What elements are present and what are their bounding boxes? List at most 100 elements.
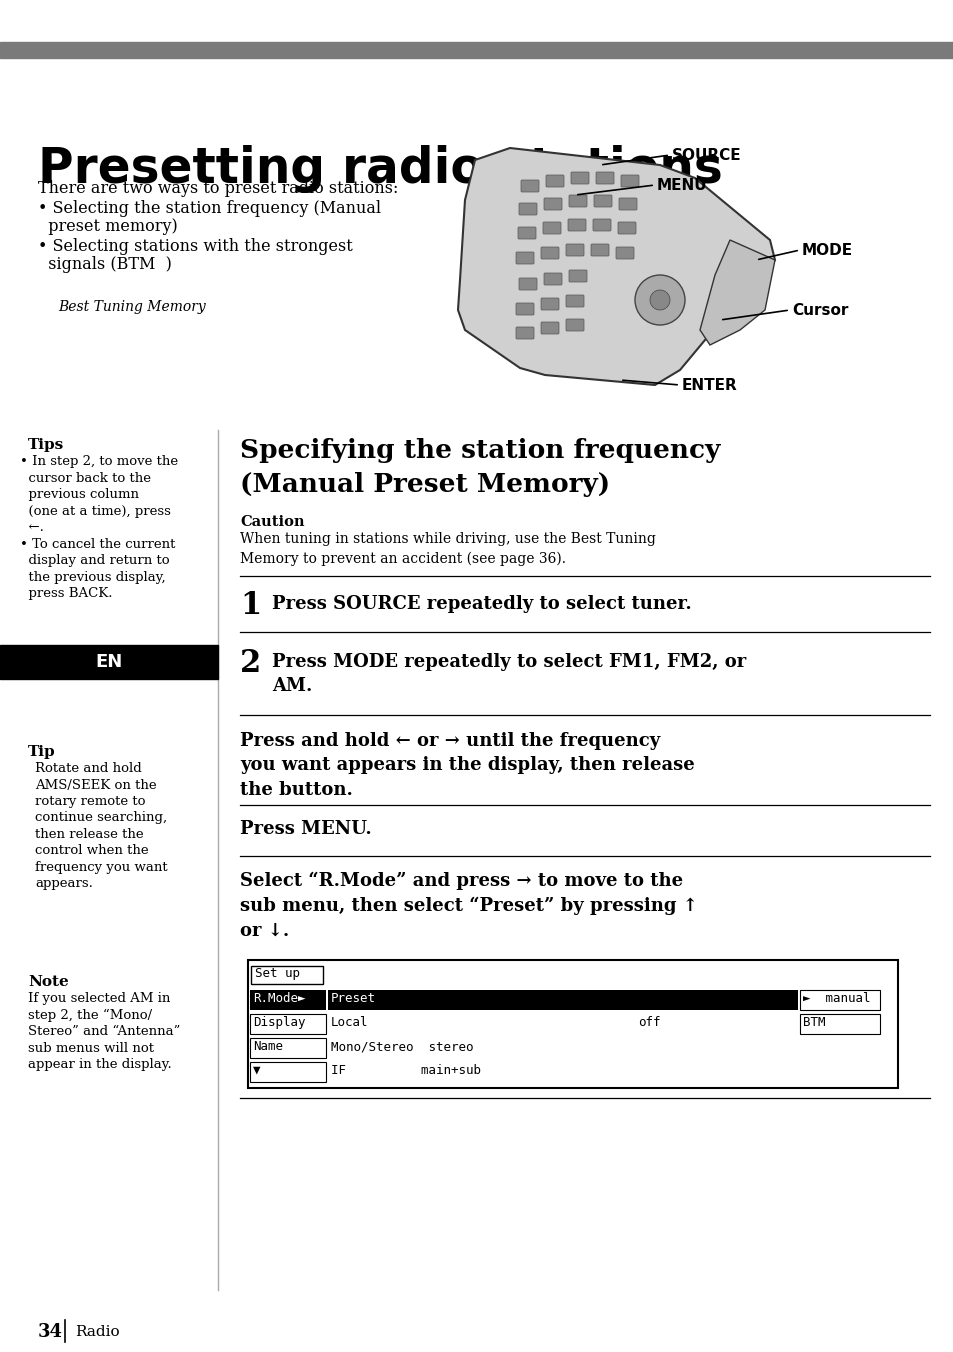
Text: MODE: MODE [801, 243, 852, 258]
Text: Local: Local [331, 1015, 368, 1029]
Text: Stereo” and “Antenna”: Stereo” and “Antenna” [28, 1025, 180, 1038]
Bar [0, 645, 218, 679]
Text: MENU: MENU [657, 178, 707, 193]
FancyBboxPatch shape [618, 222, 636, 234]
FancyBboxPatch shape [516, 303, 534, 315]
Text: R.Mode►: R.Mode► [253, 992, 305, 1005]
Text: Rotate and hold: Rotate and hold [35, 763, 142, 775]
FancyBboxPatch shape [543, 273, 561, 285]
Text: Cursor: Cursor [791, 303, 847, 318]
Text: Radio: Radio [75, 1325, 119, 1338]
Text: sub menus will not: sub menus will not [28, 1041, 153, 1055]
Text: off: off [638, 1015, 659, 1029]
Polygon shape [700, 241, 774, 345]
Text: previous column: previous column [20, 488, 139, 502]
Text: 34: 34 [38, 1324, 63, 1341]
FancyBboxPatch shape [518, 279, 537, 289]
Text: frequency you want: frequency you want [35, 861, 168, 873]
Bar [800, 990, 879, 1010]
Text: Note: Note [28, 975, 69, 990]
Text: Presetting radio stations: Presetting radio stations [38, 145, 722, 193]
Text: Press SOURCE repeatedly to select tuner.: Press SOURCE repeatedly to select tuner. [272, 595, 691, 612]
FancyBboxPatch shape [594, 195, 612, 207]
Text: (one at a time), press: (one at a time), press [20, 504, 171, 518]
Text: ▼: ▼ [253, 1064, 260, 1078]
FancyBboxPatch shape [618, 197, 637, 210]
FancyBboxPatch shape [565, 319, 583, 331]
Text: • To cancel the current: • To cancel the current [20, 538, 175, 550]
Text: ←.: ←. [20, 521, 44, 534]
FancyBboxPatch shape [540, 322, 558, 334]
Text: press BACK.: press BACK. [20, 587, 112, 600]
Text: cursor back to the: cursor back to the [20, 472, 151, 484]
Text: If you selected AM in: If you selected AM in [28, 992, 171, 1005]
FancyBboxPatch shape [540, 247, 558, 260]
FancyBboxPatch shape [571, 172, 588, 184]
Text: Tips: Tips [28, 438, 64, 452]
FancyBboxPatch shape [596, 172, 614, 184]
Text: Select “R.Mode” and press → to move to the
sub menu, then select “Preset” by pre: Select “R.Mode” and press → to move to t… [240, 872, 698, 940]
Text: Name: Name [253, 1040, 283, 1053]
Bar [250, 990, 326, 1010]
Text: SOURCE: SOURCE [671, 147, 740, 164]
Bar [800, 1014, 879, 1034]
Bar [250, 1038, 326, 1059]
Circle shape [635, 274, 684, 324]
Text: • In step 2, to move the: • In step 2, to move the [20, 456, 178, 468]
Text: Press MODE repeatedly to select FM1, FM2, or
AM.: Press MODE repeatedly to select FM1, FM2… [272, 653, 745, 695]
Text: ►  manual: ► manual [802, 992, 869, 1005]
Text: Press and hold ← or → until the frequency
you want appears in the display, then : Press and hold ← or → until the frequenc… [240, 731, 694, 799]
Text: There are two ways to preset radio stations:: There are two ways to preset radio stati… [38, 180, 398, 197]
Polygon shape [457, 147, 774, 385]
Text: 2: 2 [240, 648, 261, 679]
FancyBboxPatch shape [543, 197, 561, 210]
Text: IF          main+sub: IF main+sub [331, 1064, 480, 1078]
Text: • Selecting stations with the strongest: • Selecting stations with the strongest [38, 238, 353, 256]
Text: Tip: Tip [28, 745, 55, 758]
Text: Preset: Preset [331, 992, 375, 1005]
FancyBboxPatch shape [516, 251, 534, 264]
FancyBboxPatch shape [590, 243, 608, 256]
Text: Mono/Stereo  stereo: Mono/Stereo stereo [331, 1040, 473, 1053]
Text: ENTER: ENTER [681, 379, 737, 393]
Bar [251, 965, 323, 984]
FancyBboxPatch shape [565, 243, 583, 256]
Bar [328, 990, 797, 1010]
Text: Display: Display [253, 1015, 305, 1029]
Text: control when the: control when the [35, 845, 149, 857]
Bar [250, 1014, 326, 1034]
FancyBboxPatch shape [568, 270, 586, 283]
FancyBboxPatch shape [542, 222, 560, 234]
Text: EN: EN [95, 653, 123, 671]
Text: appears.: appears. [35, 877, 92, 891]
FancyBboxPatch shape [616, 247, 634, 260]
Text: Press MENU.: Press MENU. [240, 821, 372, 838]
Text: appear in the display.: appear in the display. [28, 1059, 172, 1071]
Bar [0, 42, 953, 58]
Text: 1: 1 [240, 589, 261, 621]
Text: preset memory): preset memory) [38, 218, 177, 235]
Text: Best Tuning Memory: Best Tuning Memory [58, 300, 206, 314]
Text: display and return to: display and return to [20, 554, 170, 566]
FancyBboxPatch shape [593, 219, 610, 231]
Bar [250, 1063, 326, 1082]
Circle shape [649, 289, 669, 310]
Text: step 2, the “Mono/: step 2, the “Mono/ [28, 1009, 152, 1022]
Text: (Manual Preset Memory): (Manual Preset Memory) [240, 472, 610, 498]
Text: When tuning in stations while driving, use the Best Tuning
Memory to prevent an : When tuning in stations while driving, u… [240, 531, 656, 565]
FancyBboxPatch shape [517, 227, 536, 239]
FancyBboxPatch shape [516, 327, 534, 339]
Text: signals (BTM  ): signals (BTM ) [38, 256, 172, 273]
FancyBboxPatch shape [568, 195, 586, 207]
FancyBboxPatch shape [565, 295, 583, 307]
Text: rotary remote to: rotary remote to [35, 795, 146, 808]
Text: BTM: BTM [802, 1015, 824, 1029]
Bar [248, 960, 897, 1088]
FancyBboxPatch shape [520, 180, 538, 192]
FancyBboxPatch shape [545, 174, 563, 187]
Text: the previous display,: the previous display, [20, 571, 166, 584]
FancyBboxPatch shape [620, 174, 639, 187]
Text: Set up: Set up [254, 967, 299, 980]
Text: continue searching,: continue searching, [35, 811, 167, 825]
Text: Specifying the station frequency: Specifying the station frequency [240, 438, 720, 462]
